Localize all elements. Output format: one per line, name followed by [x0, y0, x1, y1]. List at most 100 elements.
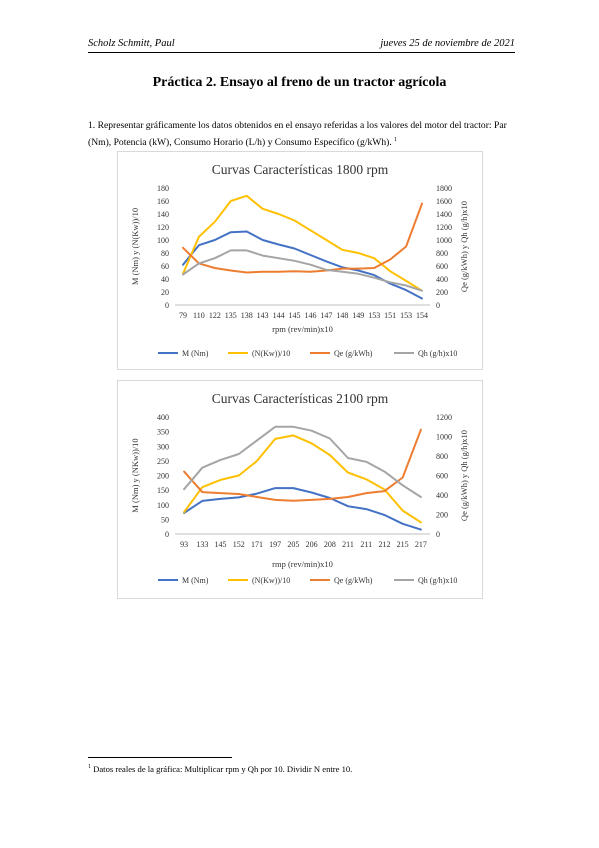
footnote-rule — [88, 757, 232, 758]
footnote-ref: 1 — [394, 137, 398, 143]
series-line-m — [182, 230, 423, 300]
x-tick-label: 205 — [287, 540, 299, 549]
y-right-tick-label: 600 — [436, 262, 448, 271]
chart-1800-svg: Curvas Características 1800 rpm 0 20 40 60 80… — [130, 162, 469, 358]
x-tick-label: 215 — [397, 540, 409, 549]
x-tick-label: 217 — [415, 540, 427, 549]
x-tick-label: 93 — [180, 540, 188, 549]
y-right-tick-label: 400 — [436, 491, 448, 500]
y-left-tick-label: 300 — [157, 442, 169, 451]
y-left-axis-label: M (Nm) y (N(Kw))/10 — [130, 208, 140, 285]
chart-2100-svg: Curvas Características 2100 rpm 0 50 100 150… — [130, 391, 469, 585]
y-left-tick-label: 80 — [161, 249, 169, 258]
x-tick-label: 149 — [352, 311, 364, 320]
x-tick-label: 206 — [306, 540, 318, 549]
y-right-axis-label: Qe (g/kWh) y Qh (g/h)x10 — [459, 430, 469, 521]
y-right-tick-label: 1200 — [436, 413, 452, 422]
series-line-qe — [183, 428, 422, 502]
x-tick-label: 197 — [269, 540, 281, 549]
y-right-tick-label: 0 — [436, 301, 440, 310]
series-line-qh — [182, 249, 423, 292]
x-tick-label: 135 — [225, 311, 237, 320]
x-tick-label: 154 — [416, 311, 428, 320]
x-tick-label: 153 — [368, 311, 380, 320]
x-tick-label: 145 — [289, 311, 301, 320]
y-right-tick-label: 1800 — [436, 184, 452, 193]
page-title: Práctica 2. Ensayo al freno de un tracto… — [152, 75, 447, 90]
header-author: Scholz Schmitt, Paul — [88, 38, 175, 49]
legend-label-qe: Qe (g/kWh) — [334, 349, 373, 358]
legend-label-m: M (Nm) — [182, 349, 209, 358]
footnote-number: 1 — [88, 764, 91, 771]
y-left-tick-label: 400 — [157, 413, 169, 422]
chart-2100: Curvas Características 2100 rpm 0 50 100 150… — [117, 380, 483, 599]
y-right-tick-label: 800 — [436, 249, 448, 258]
y-right-tick-label: 1400 — [436, 210, 452, 219]
legend-label-qh: Qh (g/h)x10 — [418, 576, 457, 585]
series-line-qe — [182, 202, 423, 274]
y-right-tick-label: 200 — [436, 511, 448, 520]
footnote: 1 Datos reales de la gráfica: Multiplica… — [88, 764, 352, 774]
y-left-tick-label: 100 — [157, 501, 169, 510]
y-left-tick-label: 200 — [157, 472, 169, 481]
series-line-n — [183, 434, 422, 524]
y-left-tick-label: 40 — [161, 275, 169, 284]
x-tick-label: 153 — [400, 311, 412, 320]
header-date: jueves 25 de noviembre de 2021 — [380, 38, 515, 49]
y-left-tick-label: 60 — [161, 262, 169, 271]
chart-1800: Curvas Características 1800 rpm 0 20 40 60 80… — [117, 151, 483, 370]
x-tick-label: 143 — [257, 311, 269, 320]
x-tick-label: 211 — [360, 540, 372, 549]
legend-label-qe: Qe (g/kWh) — [334, 576, 373, 585]
page-header: Scholz Schmitt, Paul jueves 25 de noviem… — [88, 38, 515, 53]
x-tick-label: 151 — [384, 311, 396, 320]
exercise-paragraph: 1. Representar gráficamente los datos ob… — [88, 119, 518, 150]
x-tick-label: 211 — [342, 540, 354, 549]
footnote-text: Datos reales de la gráfica: Multiplicar … — [93, 764, 353, 774]
x-tick-label: 152 — [233, 540, 245, 549]
x-tick-label: 79 — [179, 311, 187, 320]
legend-label-n: (N(Kw))/10 — [252, 576, 290, 585]
chart-title: Curvas Características 2100 rpm — [212, 391, 389, 406]
x-tick-label: 171 — [251, 540, 263, 549]
y-left-axis-label: M (Nm) y (NKw))/10 — [130, 438, 140, 512]
legend-label-n: (N(Kw))/10 — [252, 349, 290, 358]
y-right-tick-label: 200 — [436, 288, 448, 297]
y-left-tick-label: 100 — [157, 236, 169, 245]
x-tick-label: 145 — [215, 540, 227, 549]
x-tick-label: 144 — [273, 311, 285, 320]
y-right-axis-label: Qe (g/kWh) y Qh (g/h)x10 — [459, 201, 469, 292]
series-line-n — [182, 194, 423, 292]
y-right-tick-label: 0 — [436, 530, 440, 539]
x-axis-label: rpm (rev/min)x10 — [272, 324, 333, 334]
y-left-tick-label: 180 — [157, 184, 169, 193]
x-tick-label: 133 — [196, 540, 208, 549]
y-right-tick-label: 1000 — [436, 236, 452, 245]
y-right-tick-label: 1000 — [436, 433, 452, 442]
y-left-tick-label: 150 — [157, 486, 169, 495]
y-left-tick-label: 20 — [161, 288, 169, 297]
x-tick-label: 122 — [209, 311, 221, 320]
x-tick-label: 110 — [193, 311, 205, 320]
y-right-tick-label: 1600 — [436, 197, 452, 206]
legend-label-m: M (Nm) — [182, 576, 209, 585]
y-left-tick-label: 140 — [157, 210, 169, 219]
y-left-tick-label: 250 — [157, 457, 169, 466]
chart-title: Curvas Características 1800 rpm — [212, 162, 389, 177]
x-tick-label: 147 — [320, 311, 332, 320]
y-left-tick-label: 0 — [165, 301, 169, 310]
paragraph-text: 1. Representar gráficamente los datos ob… — [88, 120, 507, 149]
x-tick-label: 148 — [336, 311, 348, 320]
series-line-m — [183, 487, 422, 531]
y-right-tick-label: 800 — [436, 452, 448, 461]
x-axis-label: rmp (rev/min)x10 — [272, 559, 333, 569]
legend-label-qh: Qh (g/h)x10 — [418, 349, 457, 358]
y-left-tick-label: 160 — [157, 197, 169, 206]
x-tick-label: 208 — [324, 540, 336, 549]
y-left-tick-label: 50 — [161, 515, 169, 524]
y-left-tick-label: 350 — [157, 428, 169, 437]
x-tick-label: 146 — [304, 311, 316, 320]
y-right-tick-label: 600 — [436, 472, 448, 481]
y-left-tick-label: 120 — [157, 223, 169, 232]
x-tick-label: 138 — [241, 311, 253, 320]
